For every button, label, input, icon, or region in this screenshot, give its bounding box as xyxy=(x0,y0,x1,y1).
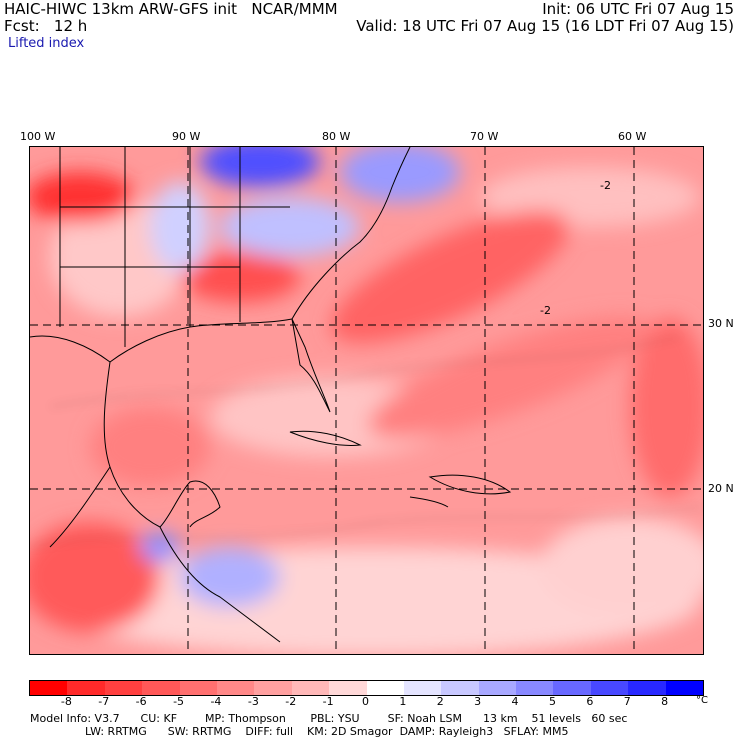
colorbar-tick-label: 1 xyxy=(399,695,407,708)
colorbar-tick-label: 4 xyxy=(511,695,519,708)
colorbar-swatch xyxy=(590,681,629,695)
colorbar-tick-label: 2 xyxy=(436,695,444,708)
colorbar-swatch xyxy=(329,681,367,695)
lat-label-20n: 20 N xyxy=(708,482,734,495)
model-info-line1: Model Info: V3.7 CU: KF MP: Thompson PBL… xyxy=(30,712,628,725)
colorbar-tick-label: -8 xyxy=(60,695,72,708)
lifted-index-map: -2 -2 xyxy=(29,146,704,655)
colorbar-tick-label: 6 xyxy=(586,695,594,708)
colorbar xyxy=(29,680,704,696)
lon-label-70w: 70 W xyxy=(470,130,499,143)
colorbar-tick-label: 5 xyxy=(548,695,556,708)
model-info-line2: LW: RRTMG SW: RRTMG DIFF: full KM: 2D Sm… xyxy=(85,725,569,738)
colorbar-tick-label: -3 xyxy=(247,695,259,708)
colorbar-swatch xyxy=(441,681,479,695)
colorbar-swatch xyxy=(30,681,68,695)
lon-label-60w: 60 W xyxy=(618,130,647,143)
colorbar-tick-label: -2 xyxy=(285,695,297,708)
colorbar-swatch xyxy=(142,681,180,695)
colorbar-unit: °C xyxy=(696,695,708,706)
shading-layer xyxy=(30,147,703,654)
colorbar-swatch xyxy=(366,681,404,695)
colorbar-swatch xyxy=(216,681,255,695)
colorbar-tick-label: 8 xyxy=(661,695,669,708)
colorbar-swatch xyxy=(665,681,704,695)
colorbar-swatch xyxy=(179,681,217,695)
valid-time: Valid: 18 UTC Fri 07 Aug 15 (16 LDT Fri … xyxy=(356,17,734,35)
model-title: HAIC-HIWC 13km ARW-GFS init NCAR/MMM xyxy=(4,0,338,18)
forecast-hour: Fcst: 12 h xyxy=(4,17,88,35)
colorbar-swatch xyxy=(291,681,330,695)
lon-label-80w: 80 W xyxy=(322,130,351,143)
colorbar-swatch xyxy=(67,681,105,695)
lon-label-90w: 90 W xyxy=(172,130,201,143)
colorbar-swatch xyxy=(104,681,143,695)
map-canvas: -2 -2 xyxy=(30,147,703,654)
coastlines xyxy=(30,147,512,643)
lat-label-30n: 30 N xyxy=(708,317,734,330)
colorbar-tick-label: -5 xyxy=(173,695,185,708)
colorbar-tick-label: 7 xyxy=(623,695,631,708)
colorbar-tick-label: -6 xyxy=(135,695,147,708)
field-name: Lifted index xyxy=(8,36,85,51)
colorbar-swatch xyxy=(254,681,292,695)
colorbar-tick-label: 0 xyxy=(362,695,369,708)
colorbar-swatch xyxy=(478,681,517,695)
colorbar-tick-label: -7 xyxy=(98,695,110,708)
colorbar-tick-label: 3 xyxy=(474,695,482,708)
init-time: Init: 06 UTC Fri 07 Aug 15 xyxy=(542,0,734,18)
colorbar-tick-label: -4 xyxy=(210,695,222,708)
contour-label: -2 xyxy=(600,179,611,192)
colorbar-swatch xyxy=(516,681,554,695)
contour-label: -2 xyxy=(540,304,551,317)
colorbar-tick-label: -1 xyxy=(322,695,334,708)
contour-lines xyxy=(30,336,703,548)
lon-label-100w: 100 W xyxy=(20,130,56,143)
colorbar-swatch xyxy=(403,681,442,695)
colorbar-swatch xyxy=(628,681,666,695)
colorbar-swatch xyxy=(553,681,591,695)
graticule xyxy=(30,147,703,654)
